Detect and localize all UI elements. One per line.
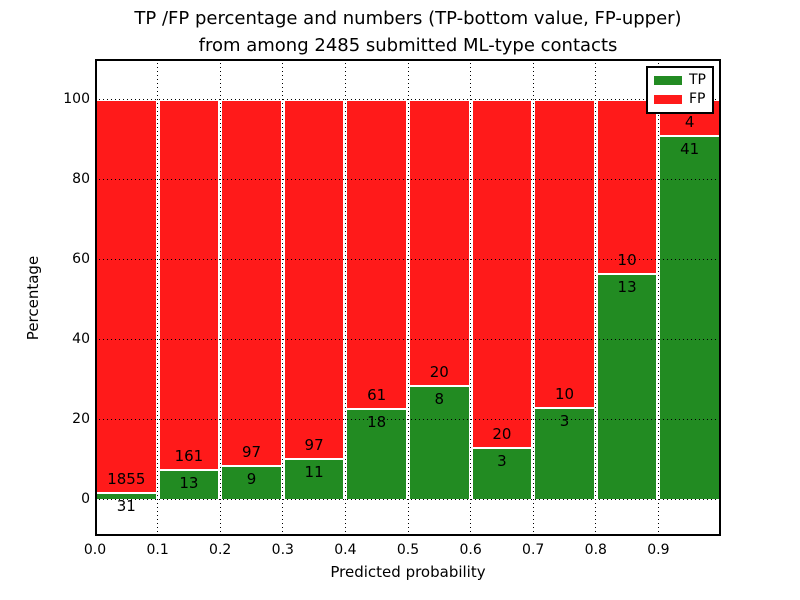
gridline-v-9 — [657, 59, 659, 536]
x-tick-0.3: 0.3 — [271, 542, 294, 558]
bar-segment-fp-3 — [282, 99, 346, 459]
legend-swatch-fp-icon — [654, 95, 682, 104]
bar-count-fp-6: 20 — [492, 424, 512, 443]
gridline-v-5 — [407, 59, 409, 536]
x-tick-0.8: 0.8 — [584, 542, 607, 558]
legend-entry-fp: FP — [654, 92, 706, 107]
bar-segment-tp-4 — [345, 407, 408, 499]
x-tick-0.6: 0.6 — [459, 542, 482, 558]
bar-count-fp-1: 161 — [174, 447, 204, 466]
bar-segment-tp-9 — [658, 134, 721, 499]
x-tick-0.5: 0.5 — [396, 542, 420, 558]
y-tick-100: 100 — [63, 91, 90, 107]
bar-count-fp-2: 97 — [241, 443, 262, 462]
x-tick-0.0: 0.0 — [83, 542, 107, 558]
bar-segment-fp-5 — [408, 99, 471, 385]
x-tick-0.9: 0.9 — [647, 542, 670, 558]
gridline-v-2 — [219, 59, 221, 536]
legend-swatch-tp-icon — [654, 76, 682, 85]
bar-segment-fp-1 — [157, 99, 221, 470]
plot-area: 1855 31 161 13 97 9 97 11 61 18 20 8 20 3 10 3 10 13 4 41 — [95, 59, 721, 536]
y-tick-80: 80 — [72, 171, 90, 187]
bar-count-tp-3: 11 — [304, 463, 324, 482]
bar-segment-fp-8 — [595, 99, 659, 273]
y-tick-40: 40 — [72, 331, 90, 347]
bar-count-tp-7: 3 — [559, 411, 570, 430]
bar-segment-tp-3 — [282, 458, 346, 499]
bar-segment-tp-5 — [408, 384, 471, 499]
bar-segment-tp-6 — [470, 446, 534, 499]
gridline-v-7 — [532, 59, 534, 536]
gridline-v-4 — [344, 59, 346, 536]
x-tick-0.2: 0.2 — [209, 542, 232, 558]
bar-count-fp-3: 97 — [304, 436, 324, 455]
bar-count-tp-0: 31 — [116, 497, 136, 516]
bar-segment-tp-1 — [157, 469, 221, 499]
gridline-v-1 — [157, 59, 159, 536]
legend-label-tp: TP — [689, 72, 706, 88]
legend: TP FP — [646, 66, 714, 114]
x-tick-0.1: 0.1 — [146, 542, 169, 558]
bar-segment-fp-2 — [220, 99, 283, 466]
y-tick-0: 0 — [81, 491, 90, 507]
gridline-v-8 — [595, 59, 597, 536]
bar-count-fp-7: 10 — [554, 384, 575, 403]
bar-count-fp-8: 10 — [617, 250, 637, 269]
bar-count-fp-0: 1855 — [107, 470, 146, 489]
bar-segment-tp-2 — [220, 465, 283, 499]
gridline-v-3 — [282, 59, 284, 536]
bar-count-tp-2: 9 — [246, 470, 257, 489]
chart-title-line1: TP /FP percentage and numbers (TP-bottom… — [134, 8, 682, 29]
bar-count-fp-5: 20 — [429, 362, 449, 381]
bar-segment-fp-4 — [345, 99, 408, 408]
bar-count-fp-4: 61 — [367, 385, 387, 404]
bar-segment-fp-7 — [533, 99, 596, 407]
x-axis-label: Predicted probability — [330, 563, 486, 581]
bar-count-tp-6: 3 — [497, 451, 507, 470]
x-tick-0.7: 0.7 — [522, 542, 545, 558]
chart-title-line2: from among 2485 submitted ML-type contac… — [198, 35, 618, 56]
y-tick-60: 60 — [72, 251, 90, 267]
bar-segment-tp-8 — [595, 272, 659, 499]
bar-segment-fp-0 — [95, 99, 158, 493]
bar-count-tp-1: 13 — [179, 474, 199, 493]
legend-entry-tp: TP — [654, 73, 706, 88]
bar-count-tp-9: 41 — [680, 139, 700, 158]
chart-title: TP /FP percentage and numbers (TP-bottom… — [134, 5, 681, 59]
bar-count-tp-8: 13 — [617, 277, 637, 296]
y-tick-20: 20 — [72, 411, 90, 427]
x-tick-0.4: 0.4 — [334, 542, 357, 558]
bar-segment-fp-6 — [470, 99, 534, 447]
legend-label-fp: FP — [689, 91, 706, 107]
bar-count-fp-9: 4 — [684, 112, 695, 131]
bar-count-tp-5: 8 — [434, 389, 445, 408]
bar-segment-tp-7 — [533, 406, 596, 499]
bar-count-tp-4: 18 — [367, 412, 387, 431]
gridline-v-6 — [470, 59, 472, 536]
